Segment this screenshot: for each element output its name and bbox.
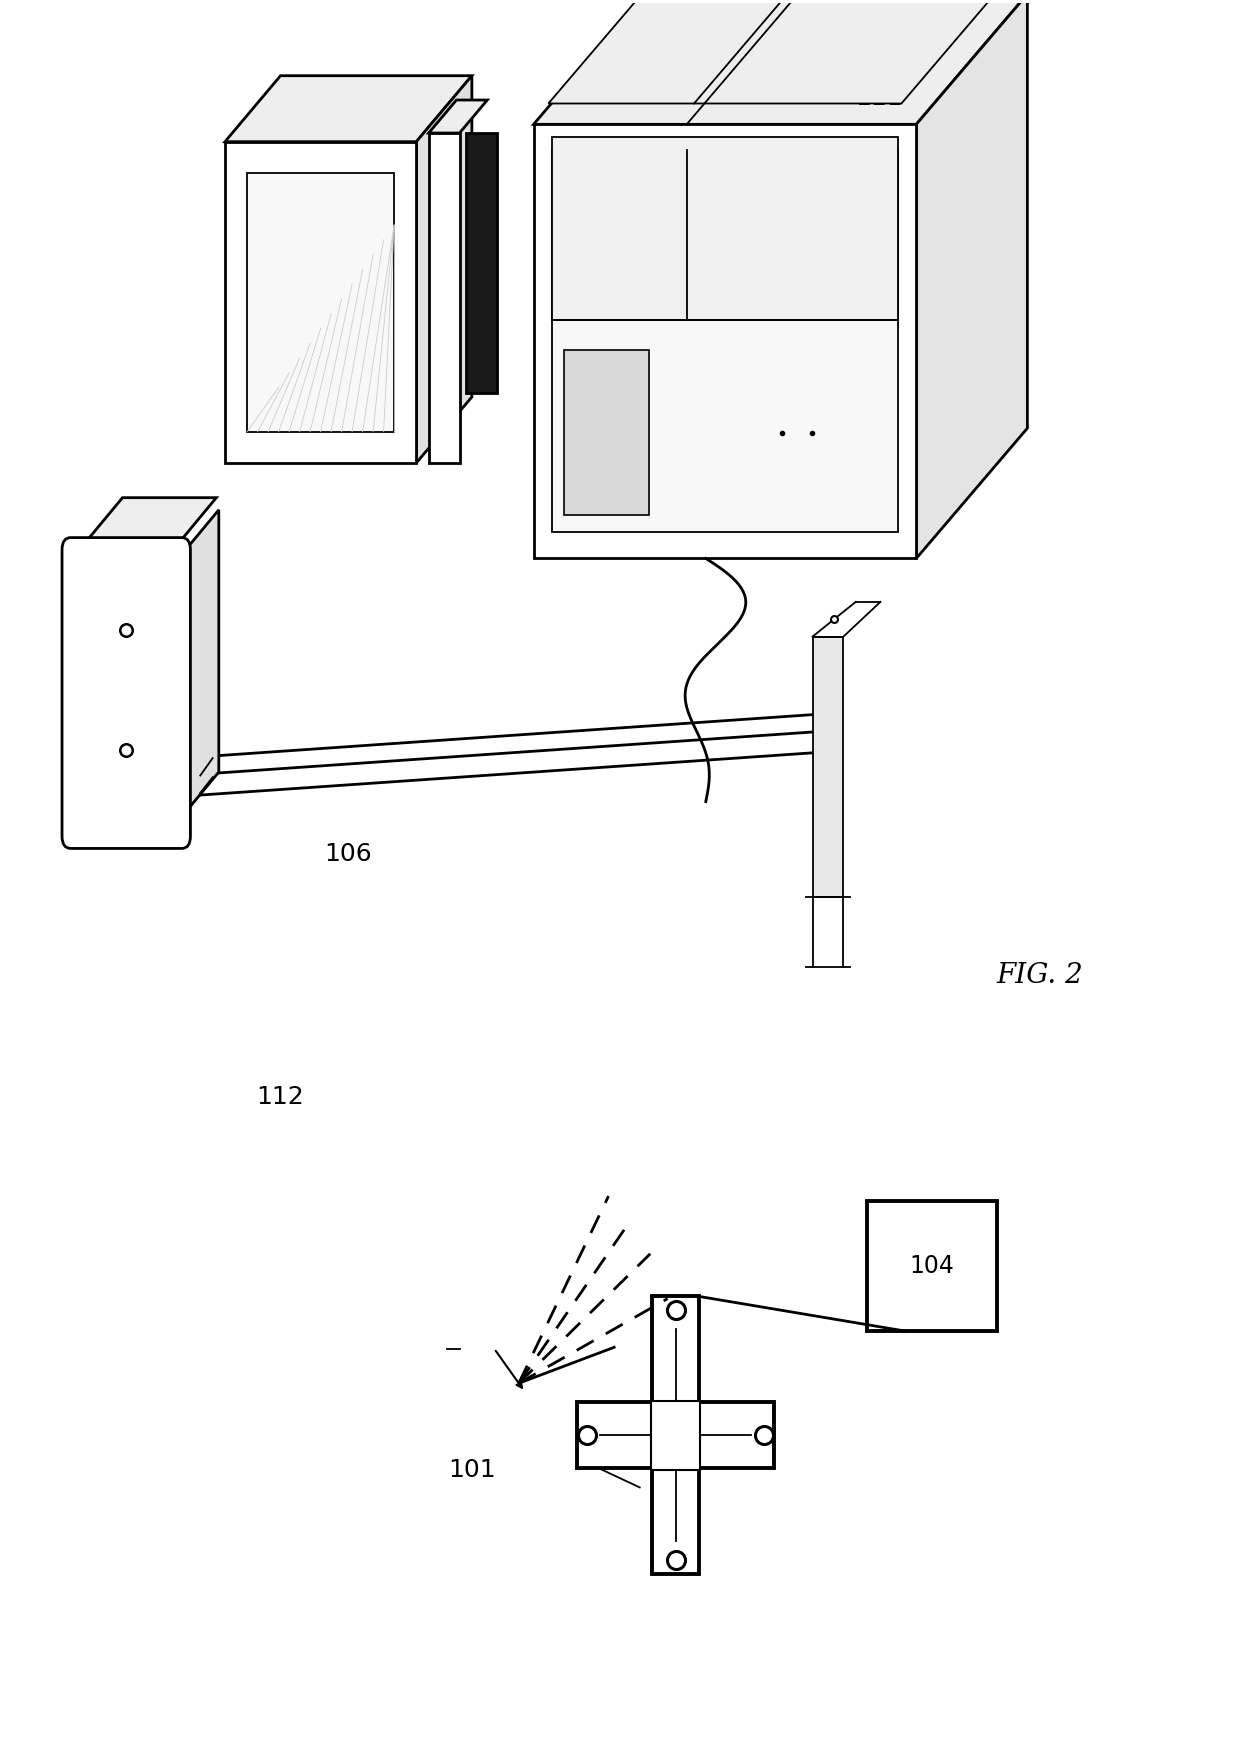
Bar xyxy=(577,1402,774,1469)
Bar xyxy=(564,350,649,516)
Polygon shape xyxy=(548,0,1013,103)
Bar xyxy=(812,636,843,897)
Bar xyxy=(552,150,898,533)
Bar xyxy=(552,138,898,321)
Polygon shape xyxy=(176,510,218,824)
Bar xyxy=(652,1296,699,1575)
Text: 112: 112 xyxy=(257,1085,304,1108)
Text: 106: 106 xyxy=(325,841,372,866)
Polygon shape xyxy=(429,99,487,132)
Text: 109: 109 xyxy=(60,728,107,753)
Bar xyxy=(651,1401,701,1470)
Bar xyxy=(867,1200,997,1331)
Text: 108: 108 xyxy=(319,207,366,232)
Bar xyxy=(247,172,394,432)
Text: 111: 111 xyxy=(856,87,903,110)
Bar xyxy=(466,132,496,394)
Polygon shape xyxy=(916,0,1028,559)
Text: 104: 104 xyxy=(909,1254,954,1279)
Bar xyxy=(224,141,417,463)
Polygon shape xyxy=(79,498,216,550)
Text: FIG. 2: FIG. 2 xyxy=(996,962,1083,989)
Polygon shape xyxy=(533,0,1028,124)
Bar xyxy=(533,124,916,559)
Text: 101: 101 xyxy=(448,1458,496,1482)
Polygon shape xyxy=(417,75,472,463)
FancyBboxPatch shape xyxy=(62,538,191,848)
Polygon shape xyxy=(224,75,472,141)
Bar xyxy=(429,132,460,463)
